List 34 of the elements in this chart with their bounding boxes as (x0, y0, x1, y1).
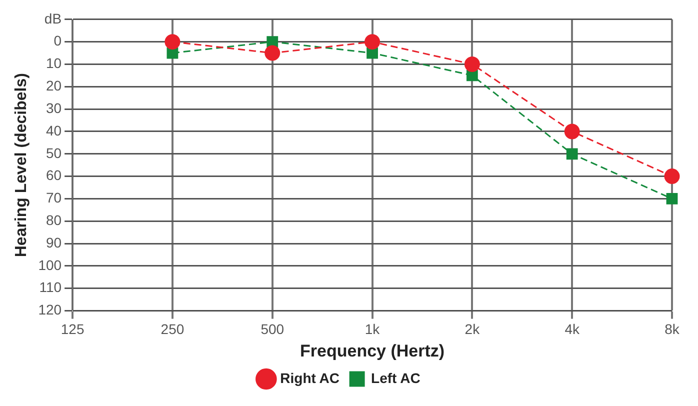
x-tick-label: 4k (564, 321, 580, 338)
point (666, 193, 678, 204)
y-tick-label: 20 (46, 78, 62, 94)
point (364, 34, 380, 50)
y-tick-label: 30 (46, 100, 62, 116)
y-tick-label: 40 (46, 122, 62, 138)
point (164, 34, 180, 50)
x-tick-label: 125 (60, 321, 84, 338)
x-tick-label: 500 (260, 321, 284, 338)
y-tick-label: dB (44, 10, 62, 26)
y-tick-label: 120 (38, 302, 62, 318)
point (664, 168, 680, 184)
y-tick-label: 100 (38, 256, 62, 273)
y-tick-label: 10 (46, 55, 62, 72)
point (464, 56, 480, 72)
legend-label: Right AC (280, 370, 340, 386)
legend-label: Left AC (371, 370, 420, 386)
point (264, 45, 280, 61)
x-axis-title: Frequency (Hertz) (300, 341, 445, 360)
x-tick-label: 2k (464, 321, 481, 338)
y-axis-title: Hearing Level (decibels) (13, 73, 30, 258)
y-tick-label: 70 (46, 190, 62, 206)
point (566, 148, 578, 160)
y-tick-label: 50 (46, 144, 62, 161)
y-tick-label: 110 (39, 279, 62, 296)
point (266, 36, 278, 48)
y-tick-label: 90 (46, 234, 62, 250)
x-tick-label: 1k (364, 321, 381, 338)
y-tick-label: 80 (46, 212, 62, 228)
x-tick-label: 8k (664, 321, 680, 338)
x-tick-label: 250 (160, 321, 184, 338)
point (564, 124, 580, 140)
y-tick-label: 60 (46, 167, 62, 184)
y-tick-label: 0 (54, 32, 62, 49)
